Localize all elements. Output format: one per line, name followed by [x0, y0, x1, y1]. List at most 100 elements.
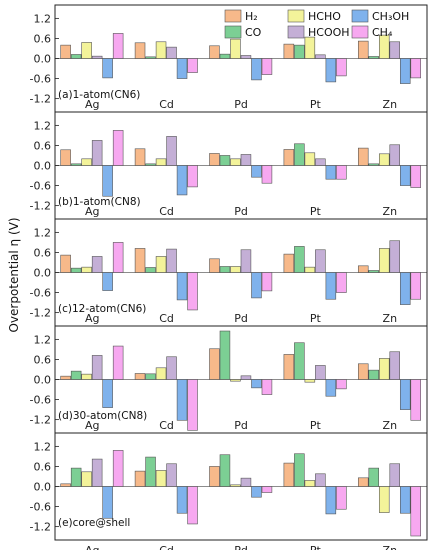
bar-pt-s1	[294, 342, 305, 380]
bar-pd-s5	[261, 165, 273, 184]
bar-ag-s5	[112, 345, 124, 380]
bar-zn-s2	[378, 153, 390, 166]
bar-cd-s0	[134, 470, 146, 487]
bar-cd-s2	[155, 158, 167, 166]
category-label: Zn	[383, 312, 398, 325]
panel-label: (d)30-atom(CN8)	[58, 410, 147, 422]
bar-pt-s4	[325, 272, 337, 300]
bar-cd-s4	[176, 272, 188, 301]
y-tick-label: -1.2	[30, 307, 51, 320]
bar-pd-s3	[240, 477, 252, 487]
bar-pt-s0	[283, 43, 295, 59]
bar-pd-s2	[230, 38, 241, 59]
bar-pt-s1	[294, 453, 305, 487]
bar-pd-s1	[219, 53, 231, 59]
bar-pt-s2	[304, 266, 316, 273]
bar-cd-s4	[176, 165, 188, 196]
bar-pd-s0	[209, 348, 220, 380]
bar-pd-s5	[261, 272, 273, 292]
y-tick-label: -0.6	[30, 501, 51, 514]
legend-swatch	[224, 9, 242, 23]
bar-pd-s3	[240, 55, 252, 59]
bar-zn-s4	[399, 165, 411, 186]
bar-pd-s0	[209, 258, 220, 273]
bar-cd-s5	[187, 486, 198, 525]
panel-label: (e)core@shell	[58, 517, 130, 529]
bar-pt-s0	[283, 462, 295, 487]
bar-pt-s3	[315, 365, 326, 380]
category-label: Ag	[85, 312, 100, 325]
bar-cd-s5	[187, 272, 198, 311]
bar-pt-s2	[304, 379, 316, 383]
bar-zn-s2	[378, 248, 390, 273]
bar-cd-s4	[176, 379, 188, 421]
bar-pt-s4	[325, 58, 337, 83]
bar-pd-s5	[261, 379, 273, 395]
bar-cd-s1	[145, 267, 156, 273]
y-tick-label: -0.6	[30, 287, 51, 300]
y-tick-label: 0.0	[34, 267, 52, 280]
y-tick-label: 1.2	[34, 226, 52, 239]
bar-pt-s1	[294, 246, 305, 273]
bar-pd-s5	[261, 486, 273, 493]
y-tick-label: -1.2	[30, 93, 51, 106]
bar-zn-s3	[389, 351, 400, 380]
bar-zn-s5	[410, 272, 421, 300]
bar-pt-s5	[336, 58, 347, 77]
bar-ag-s0	[60, 149, 71, 166]
y-tick-label: 1.2	[34, 333, 52, 346]
y-tick-label: -1.2	[30, 200, 51, 213]
bar-cd-s5	[187, 58, 198, 73]
category-label: Pt	[310, 312, 322, 325]
bar-pt-s5	[336, 272, 347, 293]
category-label: Pd	[234, 544, 248, 550]
bar-ag-s3	[91, 140, 103, 166]
bar-zn-s2	[378, 358, 390, 380]
bar-pd-s2	[230, 266, 241, 273]
bar-cd-s3	[166, 356, 177, 380]
y-tick-label: 0.6	[34, 32, 52, 45]
bar-zn-s5	[410, 379, 421, 421]
legend-label: CH₄	[372, 26, 393, 39]
bar-pt-s3	[315, 473, 326, 487]
bar-zn-s4	[399, 272, 411, 305]
bar-zn-s4	[399, 58, 411, 84]
bar-ag-s3	[91, 256, 103, 273]
legend-label: CH₃OH	[372, 10, 409, 23]
panel-c: Ag Cd Pd Pt Zn -1.2 -0.6 0.0 0.6 1.2 (c)12-atom(CN…	[30, 218, 428, 327]
category-label: Zn	[383, 98, 398, 111]
bar-pt-s2	[304, 152, 316, 166]
bar-pt-s2	[304, 480, 316, 487]
y-tick-label: 1.2	[34, 119, 52, 132]
bar-ag-s3	[91, 458, 103, 487]
panel-b: Ag Cd Pd Pt Zn -1.2 -0.6 0.0 0.6 1.2 (b)1-atom(CN8…	[30, 111, 428, 220]
bar-zn-s0	[357, 477, 369, 487]
category-label: Ag	[85, 419, 100, 432]
panel-a: Ag Cd Pd Pt Zn -1.2 -0.6 0.0 0.6 1.2 (a)1-atom(CN6…	[30, 4, 428, 113]
bar-pt-s5	[336, 165, 347, 180]
category-label: Cd	[159, 544, 174, 550]
bar-cd-s0	[134, 248, 146, 273]
bar-cd-s3	[166, 248, 177, 273]
bar-ag-s3	[91, 355, 103, 380]
bar-cd-s2	[155, 367, 167, 380]
bar-pt-s0	[283, 354, 295, 380]
bar-ag-s4	[102, 58, 113, 79]
panels: Ag Cd Pd Pt Zn -1.2 -0.6 0.0 0.6 1.2 (a)1-atom(CN6…	[30, 4, 428, 550]
bar-cd-s5	[187, 379, 198, 431]
legend-swatch	[287, 25, 305, 39]
bar-zn-s3	[389, 144, 400, 166]
category-label: Cd	[159, 205, 174, 218]
bar-ag-s2	[81, 266, 92, 273]
bar-pt-s4	[325, 486, 337, 515]
bar-pd-s4	[251, 165, 262, 178]
bar-ag-s2	[81, 158, 92, 166]
category-label: Zn	[383, 205, 398, 218]
bar-pt-s3	[315, 54, 326, 59]
panel-label: (a)1-atom(CN6)	[58, 89, 140, 101]
category-label: Zn	[383, 544, 398, 550]
bar-cd-s3	[166, 46, 177, 59]
legend-label: HCOOH	[308, 26, 350, 39]
category-label: Pt	[310, 98, 322, 111]
bar-zn-s0	[357, 147, 369, 166]
